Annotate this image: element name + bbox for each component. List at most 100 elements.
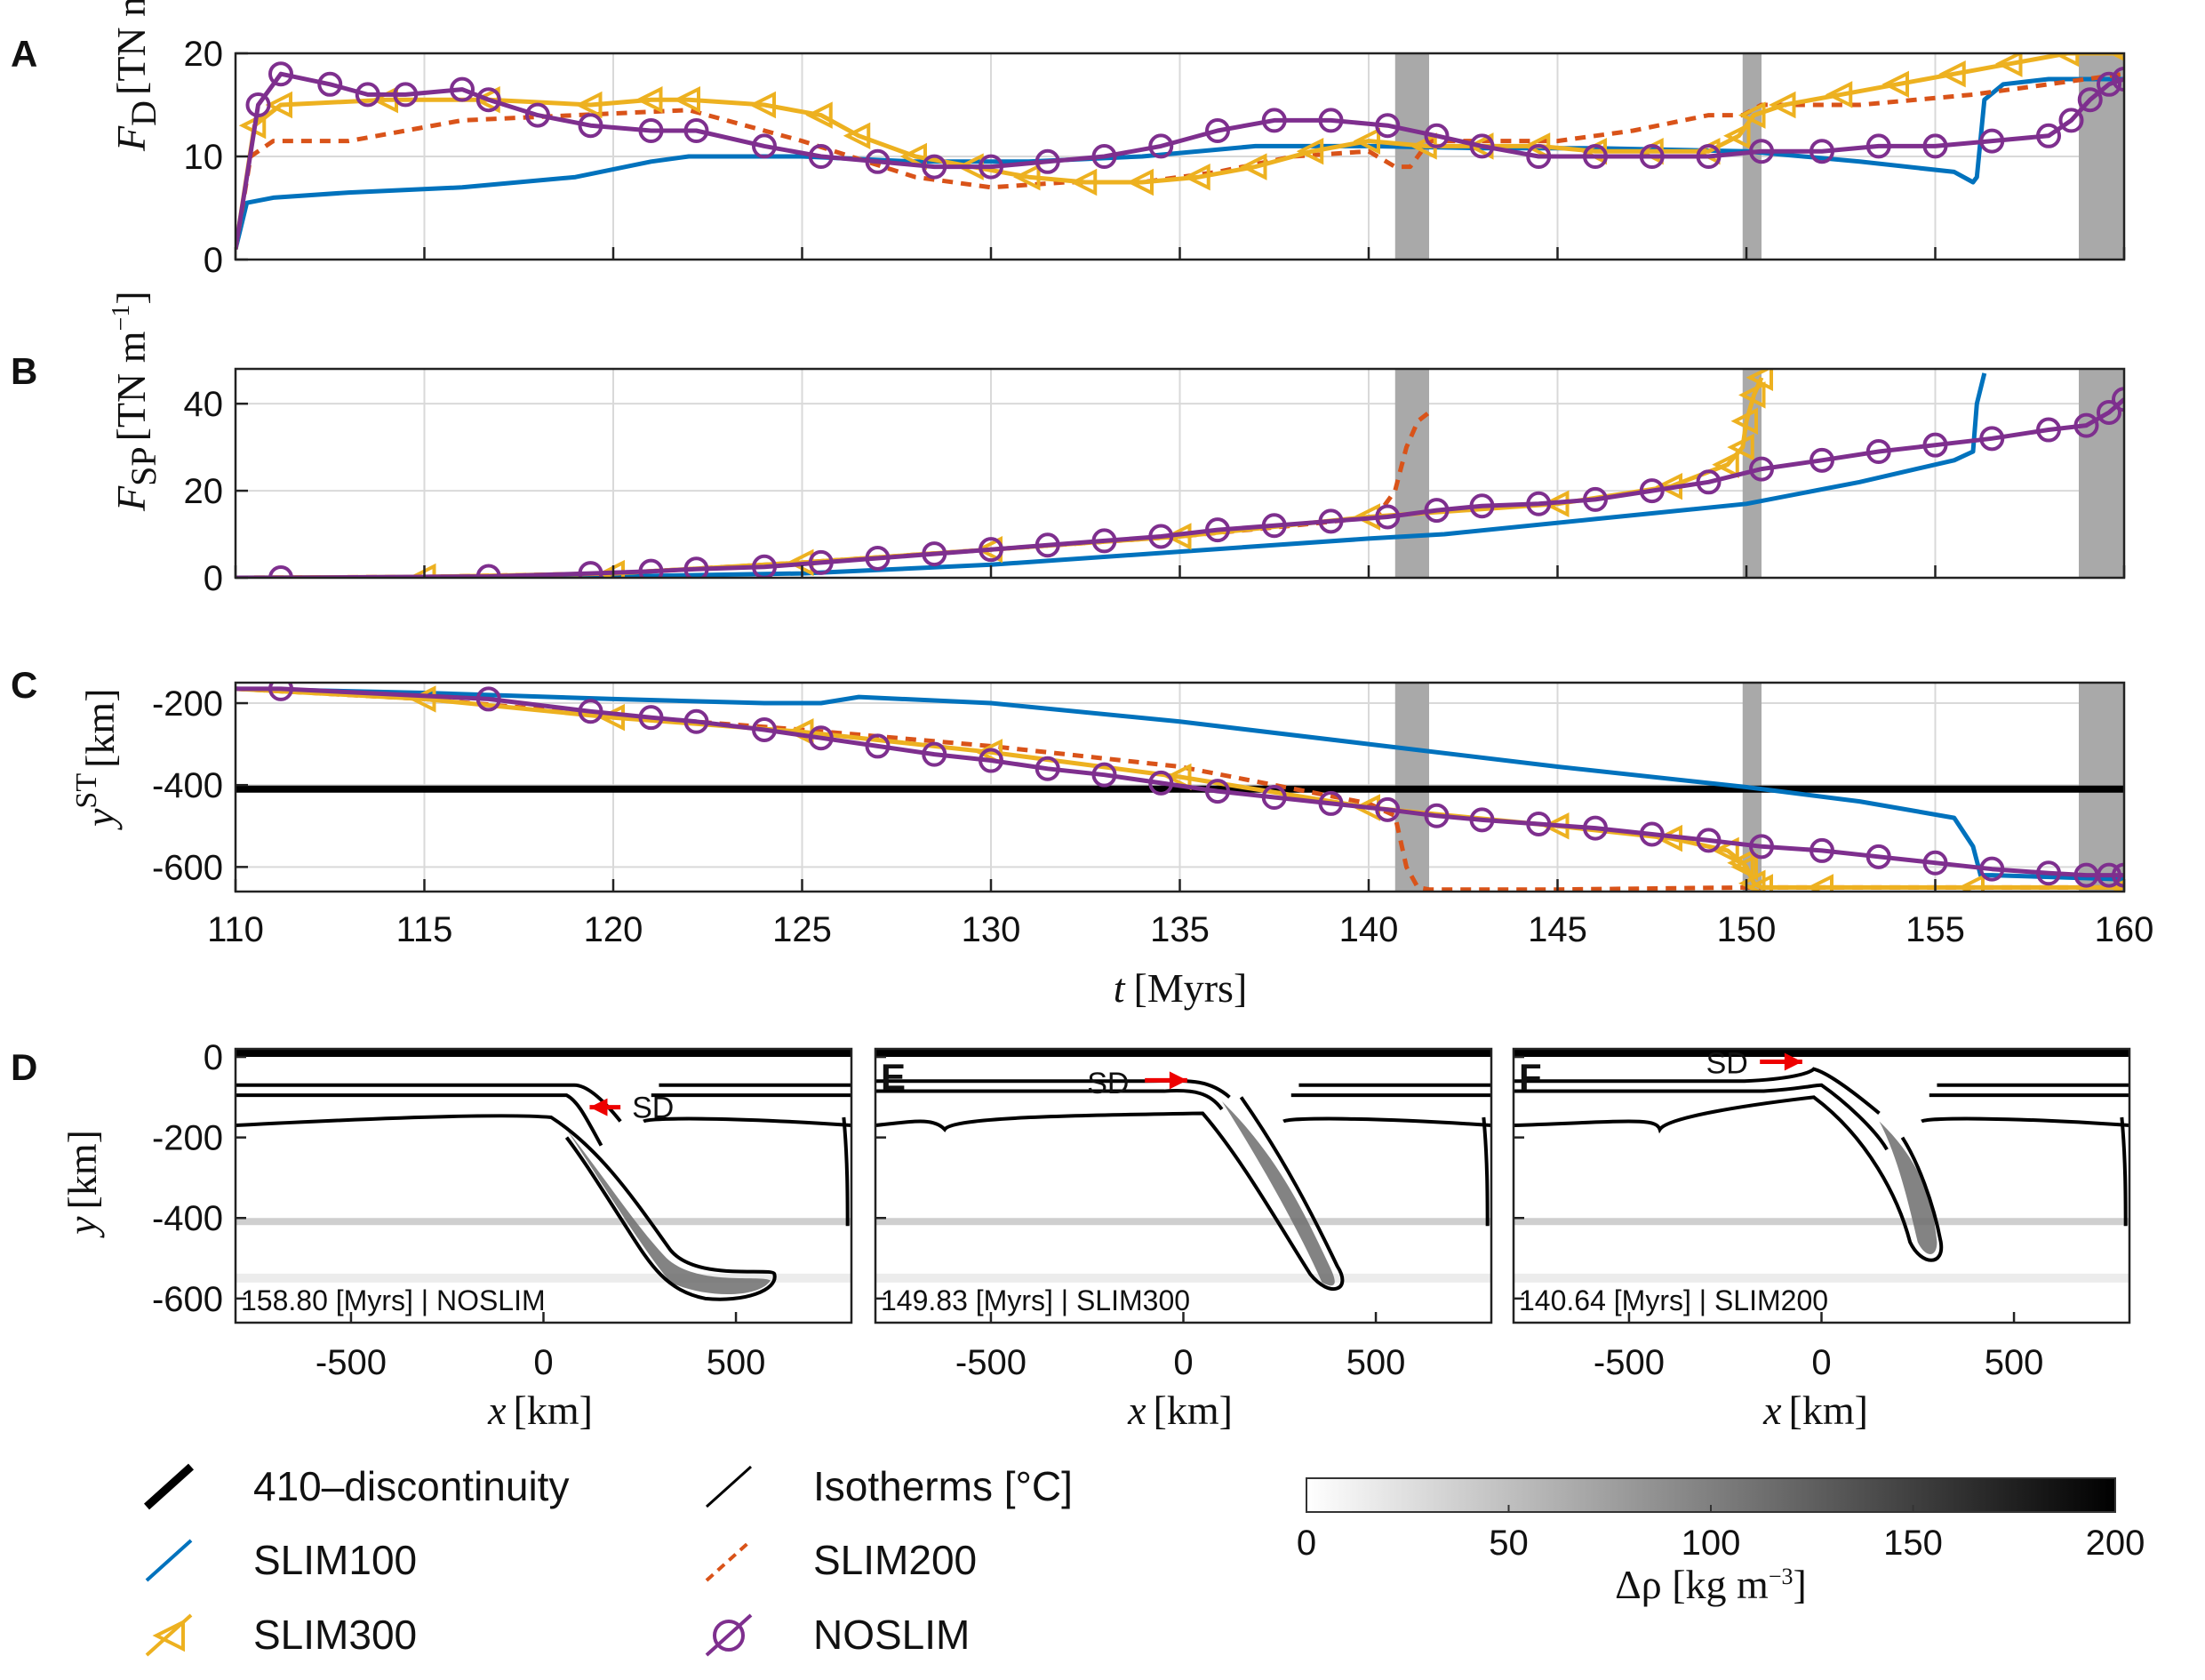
sd-arrow-head: [1169, 1071, 1187, 1090]
point-noslim: [1318, 790, 1344, 816]
colorbar-tick-label: 150: [1883, 1524, 1943, 1563]
point-noslim: [638, 558, 664, 578]
point-slim300: [575, 91, 603, 119]
ytick-label: 0: [204, 559, 223, 598]
point-noslim: [865, 733, 891, 759]
point-noslim: [1639, 144, 1665, 169]
point-noslim: [1583, 486, 1608, 512]
point-noslim: [808, 549, 834, 575]
series-line-slim100: [236, 686, 2124, 882]
ytick-label: -200: [152, 1119, 223, 1158]
point-noslim: [2036, 417, 2061, 443]
xlabel-section-f: x [km]: [1762, 1388, 1868, 1433]
point-noslim: [1261, 513, 1287, 539]
point-noslim: [578, 113, 603, 139]
point-slim300: [1712, 836, 1739, 865]
point-noslim: [1979, 856, 2005, 882]
point-noslim: [922, 154, 947, 180]
point-noslim: [638, 118, 664, 143]
panel-b-slab-pull: 0 20 40: [184, 367, 2126, 598]
point-noslim: [1696, 828, 1722, 853]
xtick-label: 0: [533, 1343, 553, 1382]
point-noslim: [1035, 532, 1060, 558]
sd-label: SD: [1706, 1047, 1748, 1081]
point-slim300: [1353, 127, 1380, 155]
ytick-label: -200: [152, 684, 223, 724]
point-noslim: [1205, 517, 1230, 543]
point-noslim: [1526, 144, 1552, 169]
point-slim300: [1881, 70, 1909, 99]
legend-label-slim300: SLIM300: [253, 1612, 417, 1658]
point-noslim: [475, 686, 501, 712]
isotherm-right: [1921, 1083, 2129, 1128]
density-band-410: [875, 1218, 1491, 1226]
point-noslim: [683, 118, 709, 143]
section-panel-d: SD 158.80 [Myrs] | NOSLIM -500 0 500 0 -200 -40…: [152, 1038, 853, 1382]
isotherm: [1514, 1083, 1889, 1151]
point-noslim: [979, 748, 1003, 773]
point-noslim: [393, 82, 419, 108]
point-noslim: [1639, 478, 1665, 504]
surface-line: [875, 1049, 1491, 1057]
isotherm-right: [1282, 1083, 1491, 1128]
point-noslim: [1469, 807, 1495, 833]
xtick-label: 0: [1811, 1343, 1831, 1382]
point-noslim: [2073, 412, 2099, 438]
point-slim300: [1769, 91, 1796, 119]
xtick-label: 130: [962, 910, 1021, 949]
point-noslim: [1979, 426, 2005, 452]
point-noslim: [2112, 67, 2124, 92]
point-slim300: [1126, 168, 1154, 196]
section-panel-f: SD F 140.64 [Myrs] | SLIM200 -500 0 500: [1512, 1047, 2131, 1382]
panel-label-f: F: [1519, 1056, 1542, 1098]
point-slim300: [2051, 53, 2080, 68]
legend-swatch-isotherms: [705, 1465, 753, 1508]
legend-label-slim200: SLIM200: [813, 1537, 977, 1583]
point-slim300: [805, 101, 833, 129]
ytick-label: 20: [184, 35, 224, 74]
density-band-410: [1514, 1218, 2129, 1226]
point-slim300: [1957, 874, 1985, 892]
point-noslim: [1205, 118, 1230, 143]
point-noslim: [2097, 71, 2121, 97]
density-band-660: [236, 1273, 851, 1283]
point-noslim: [1261, 108, 1287, 133]
xlabel-section-e: x [km]: [1127, 1388, 1233, 1433]
sd-label: SD: [632, 1091, 674, 1124]
point-slim300: [899, 142, 927, 171]
ytick-label: 40: [184, 385, 224, 424]
point-slim300: [1164, 523, 1192, 550]
shaded-interval: [2079, 53, 2124, 260]
ylabel-b: FSP[TN m−1]: [108, 291, 164, 512]
isotherm: [875, 1096, 1345, 1292]
ytick-label: -600: [152, 848, 223, 887]
point-noslim: [638, 705, 664, 731]
ytick-label: 0: [204, 1038, 223, 1077]
xtick-label: 110: [207, 910, 264, 949]
section-panel-e: SD E 149.83 [Myrs] | SLIM300 -500 0 500: [874, 1047, 1493, 1382]
point-noslim: [1865, 439, 1891, 465]
point-noslim: [1526, 811, 1552, 836]
point-slim300: [843, 122, 871, 150]
point-noslim: [2097, 862, 2121, 888]
slab-density: [566, 1129, 771, 1295]
sd-label: SD: [1087, 1067, 1129, 1100]
point-slim300: [1738, 381, 1766, 409]
point-noslim: [578, 561, 603, 578]
point-noslim: [1318, 508, 1344, 534]
ytick-label: 0: [204, 241, 223, 280]
ytick-label: -600: [152, 1280, 223, 1319]
point-noslim: [2112, 387, 2124, 412]
xtick-label: 500: [707, 1343, 766, 1382]
point-slim300: [673, 85, 700, 114]
point-slim300: [1806, 874, 1834, 892]
point-noslim: [979, 154, 1003, 180]
legend-swatch-noslim: [705, 1613, 753, 1657]
panel-label-d: D: [11, 1046, 37, 1088]
slab-density: [1221, 1100, 1335, 1286]
point-slim300: [265, 91, 292, 119]
legend-marker-slim300: [152, 1619, 185, 1652]
legend-label-isotherms: Isotherms [°C]: [813, 1463, 1073, 1509]
isotherm: [236, 1093, 603, 1147]
